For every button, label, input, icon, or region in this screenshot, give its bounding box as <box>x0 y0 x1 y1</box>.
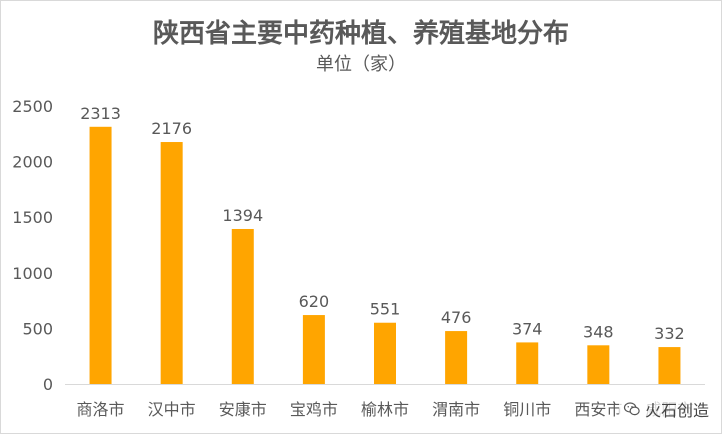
chart-subtitle: 单位（家） <box>316 54 406 75</box>
data-label: 476 <box>441 308 472 327</box>
data-label: 2313 <box>80 104 121 123</box>
data-label: 1394 <box>222 206 263 225</box>
y-tick-label: 2500 <box>12 97 53 116</box>
data-label: 348 <box>583 322 614 341</box>
bar <box>445 331 468 384</box>
y-tick-label: 2000 <box>12 153 53 172</box>
x-tick-label: 汉中市 <box>148 400 196 419</box>
x-tick-label: 西安市 <box>574 400 622 419</box>
watermark-text: 火石创造 <box>644 401 709 420</box>
data-label: 332 <box>654 324 685 343</box>
bar <box>374 322 396 384</box>
y-tick-label: 1500 <box>12 208 53 227</box>
bar <box>658 347 681 384</box>
x-tick-label: 渭南市 <box>432 400 480 419</box>
x-tick-label: 宝鸡市 <box>290 400 338 419</box>
data-label: 551 <box>370 300 401 319</box>
y-tick-label: 1000 <box>12 264 53 283</box>
x-tick-label: 安康市 <box>219 400 267 419</box>
x-tick-label: 铜川市 <box>503 400 551 419</box>
chart-title: 陕西省主要中药种植、养殖基地分布 <box>152 19 569 49</box>
bar <box>587 345 610 384</box>
bar <box>160 142 183 384</box>
wechat-icon <box>623 402 640 416</box>
bar <box>516 342 539 384</box>
bar <box>231 228 254 384</box>
data-label: 374 <box>512 319 543 338</box>
data-label: 620 <box>299 292 330 311</box>
y-tick-label: 0 <box>43 375 53 394</box>
x-tick-label: 榆林市 <box>361 400 409 419</box>
watermark: 火石创造 <box>618 395 713 423</box>
y-tick-label: 500 <box>22 319 53 338</box>
bar <box>302 315 325 384</box>
bar <box>89 126 112 384</box>
data-label: 2176 <box>151 119 192 138</box>
x-tick-label: 商洛市 <box>77 400 125 419</box>
